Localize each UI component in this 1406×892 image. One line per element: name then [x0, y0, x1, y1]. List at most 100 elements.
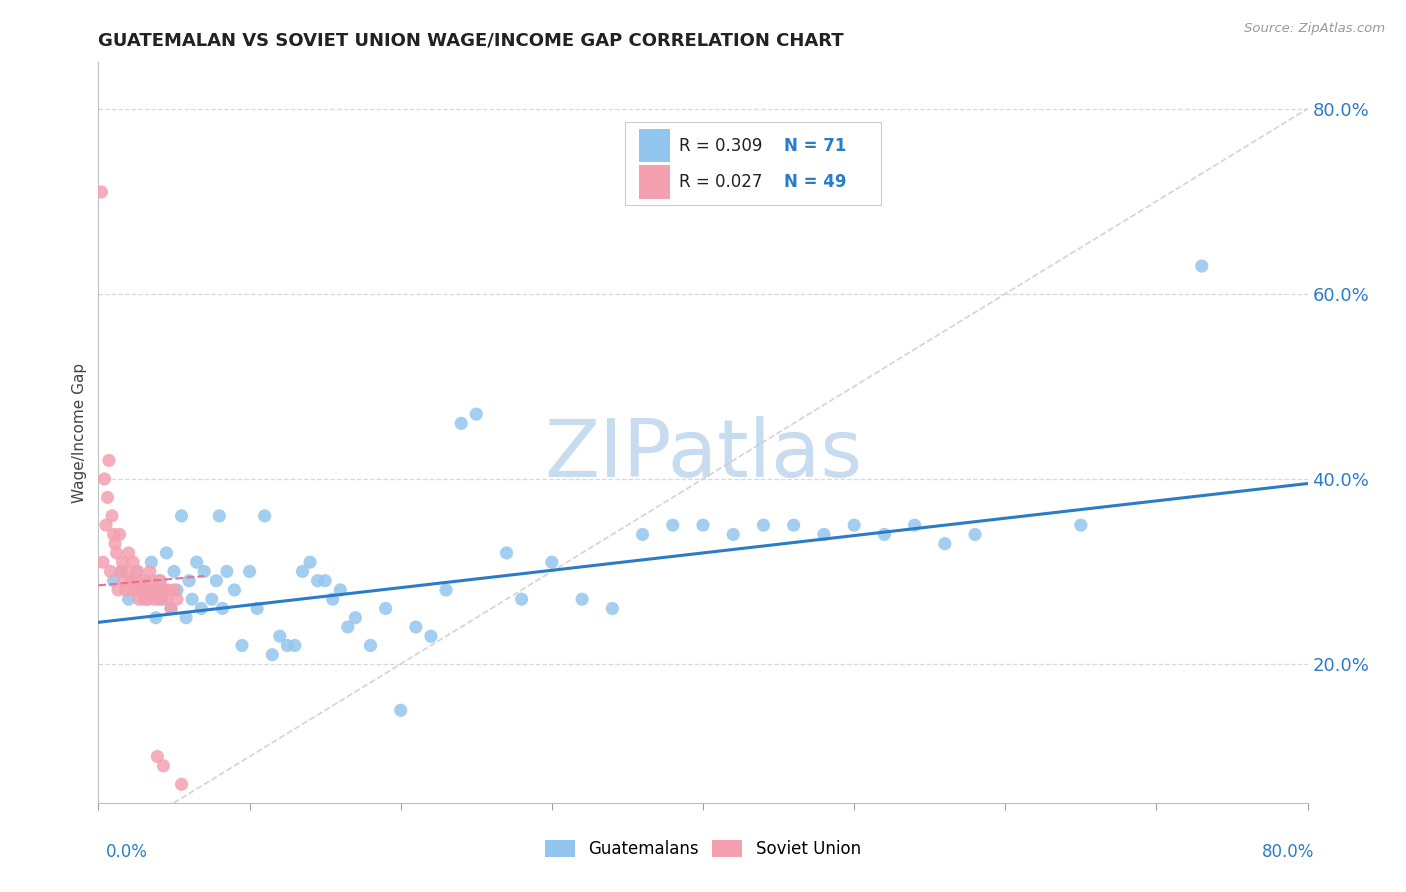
- Text: N = 71: N = 71: [785, 136, 846, 154]
- Point: [389, 703, 412, 717]
- Text: GUATEMALAN VS SOVIET UNION WAGE/INCOME GAP CORRELATION CHART: GUATEMALAN VS SOVIET UNION WAGE/INCOME G…: [98, 32, 844, 50]
- Point: [148, 592, 170, 607]
- Point: [205, 574, 228, 588]
- Point: [186, 555, 208, 569]
- Point: [121, 582, 143, 597]
- Point: [262, 648, 284, 662]
- Point: [314, 574, 336, 588]
- Point: [246, 601, 269, 615]
- Point: [602, 601, 624, 615]
- Point: [136, 592, 159, 607]
- Point: [571, 592, 593, 607]
- Point: [1191, 259, 1213, 273]
- Point: [125, 565, 148, 579]
- Point: [108, 527, 131, 541]
- Point: [134, 574, 156, 588]
- Point: [873, 527, 896, 541]
- Point: [344, 610, 367, 624]
- Point: [152, 758, 174, 772]
- Point: [104, 536, 127, 550]
- Point: [150, 592, 173, 607]
- Point: [114, 582, 136, 597]
- Point: [127, 565, 149, 579]
- Point: [631, 527, 654, 541]
- Point: [783, 518, 806, 533]
- Point: [141, 582, 163, 597]
- Point: [98, 453, 121, 467]
- Point: [661, 518, 683, 533]
- Point: [360, 639, 382, 653]
- Point: [239, 565, 262, 579]
- Y-axis label: Wage/Income Gap: Wage/Income Gap: [72, 362, 87, 503]
- Point: [115, 565, 138, 579]
- Point: [131, 582, 153, 597]
- Point: [156, 582, 179, 597]
- Point: [170, 508, 193, 523]
- Point: [253, 508, 276, 523]
- Point: [94, 518, 117, 533]
- Point: [170, 777, 193, 791]
- Point: [813, 527, 835, 541]
- Point: [174, 610, 197, 624]
- Point: [120, 574, 142, 588]
- Point: [149, 574, 172, 588]
- Point: [166, 592, 188, 607]
- Point: [153, 582, 176, 597]
- Point: [163, 565, 186, 579]
- Point: [122, 555, 145, 569]
- Point: [125, 582, 148, 597]
- Point: [269, 629, 291, 643]
- Point: [692, 518, 714, 533]
- Point: [132, 592, 155, 607]
- Point: [118, 592, 141, 607]
- Point: [752, 518, 775, 533]
- Point: [96, 491, 118, 505]
- Point: [179, 574, 201, 588]
- Point: [208, 508, 231, 523]
- Point: [336, 620, 359, 634]
- Point: [211, 601, 233, 615]
- Point: [193, 565, 215, 579]
- Point: [190, 601, 212, 615]
- Point: [160, 601, 183, 615]
- Point: [107, 582, 129, 597]
- Point: [90, 185, 112, 199]
- Point: [329, 582, 352, 597]
- Point: [112, 574, 135, 588]
- Point: [121, 574, 143, 588]
- Point: [101, 508, 124, 523]
- Point: [1070, 518, 1092, 533]
- Point: [143, 592, 166, 607]
- Point: [276, 639, 298, 653]
- Point: [465, 407, 488, 421]
- Point: [103, 574, 125, 588]
- Point: [135, 592, 157, 607]
- Point: [145, 582, 167, 597]
- Point: [129, 574, 152, 588]
- Point: [374, 601, 396, 615]
- Point: [91, 555, 114, 569]
- Point: [163, 582, 186, 597]
- Point: [103, 527, 125, 541]
- Point: [150, 582, 173, 597]
- Legend: Guatemalans, Soviet Union: Guatemalans, Soviet Union: [538, 833, 868, 865]
- Point: [224, 582, 246, 597]
- Point: [160, 601, 183, 615]
- Point: [124, 574, 146, 588]
- Point: [965, 527, 987, 541]
- Point: [139, 565, 162, 579]
- Point: [141, 555, 163, 569]
- Point: [215, 565, 238, 579]
- Point: [844, 518, 866, 533]
- Point: [110, 565, 132, 579]
- Text: ZIPatlas: ZIPatlas: [544, 416, 862, 494]
- Point: [93, 472, 115, 486]
- Point: [434, 582, 457, 597]
- Point: [155, 592, 177, 607]
- Text: 80.0%: 80.0%: [1263, 843, 1315, 861]
- Point: [128, 592, 150, 607]
- Point: [100, 565, 122, 579]
- Point: [540, 555, 562, 569]
- Point: [495, 546, 517, 560]
- Point: [420, 629, 443, 643]
